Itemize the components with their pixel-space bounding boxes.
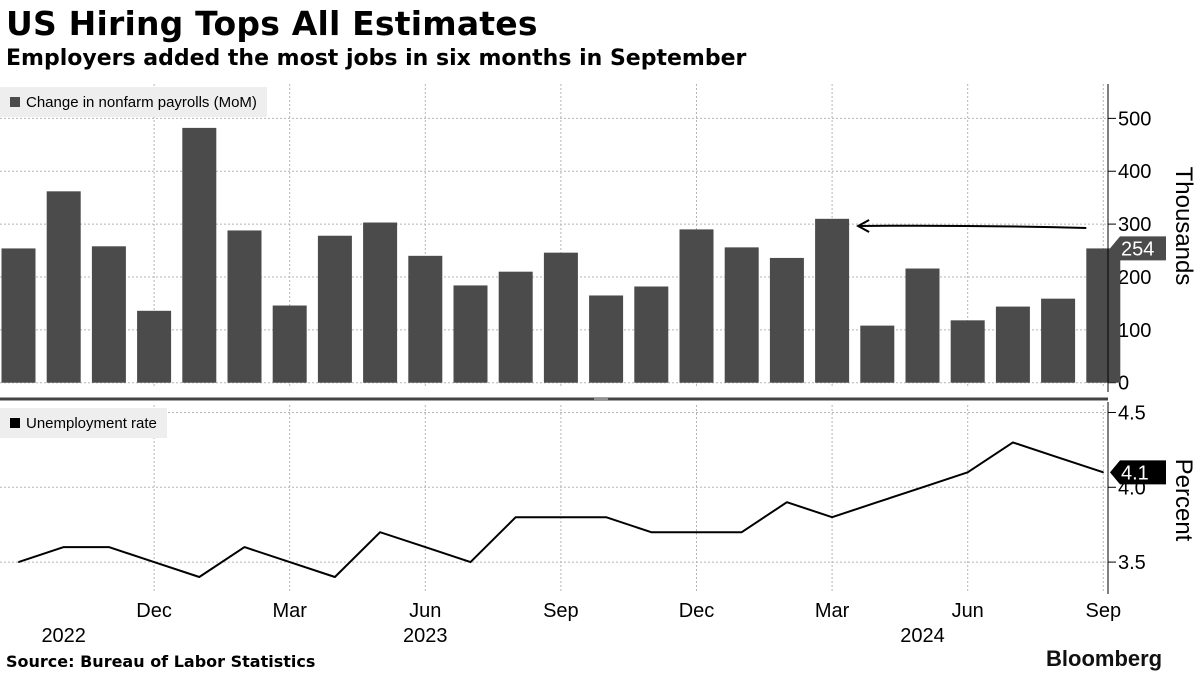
- bar-2022-10: [46, 191, 81, 383]
- bar-2023-12: [679, 229, 714, 383]
- legend-swatch-bar: [10, 97, 20, 107]
- bar-2022-11: [91, 246, 126, 383]
- xtick-label-0: Dec: [136, 600, 172, 622]
- bar-2022-12: [137, 310, 172, 383]
- unemployment-point-2023-02: [243, 546, 246, 548]
- unemployment-point-2024-02: [786, 501, 788, 503]
- bar-2024-09: [1086, 248, 1121, 383]
- unemployment-point-2024-06: [967, 471, 969, 473]
- ytick-label-top-1: 100: [1118, 320, 1151, 342]
- latest-label-payrolls: 254: [1121, 238, 1154, 260]
- bar-2023-05: [363, 222, 398, 383]
- unemployment-point-2024-09: [1102, 471, 1104, 473]
- latest-tag-payrolls: [1110, 236, 1166, 261]
- year-label-2024: 2024: [900, 625, 945, 647]
- ytick-label-top-2: 200: [1118, 267, 1151, 289]
- year-label-2022: 2022: [41, 625, 86, 647]
- bar-2023-07: [453, 285, 488, 383]
- bar-2023-02: [227, 230, 262, 383]
- unemployment-point-2024-08: [1057, 456, 1059, 458]
- unemployment-point-2023-10: [605, 516, 607, 518]
- legend-swatch-line: [10, 418, 20, 428]
- xtick-label-6: Jun: [952, 600, 984, 622]
- legend-unemployment-label: Unemployment rate: [26, 414, 157, 432]
- ytick-label-top-0: 0: [1118, 373, 1129, 395]
- unemployment-point-2022-10: [63, 546, 65, 548]
- xtick-label-1: Mar: [272, 600, 307, 622]
- xtick-label-2: Jun: [409, 600, 441, 622]
- unemployment-point-2024-05: [921, 486, 924, 488]
- unemployment-point-2023-07: [469, 561, 472, 563]
- bar-2023-11: [634, 286, 669, 383]
- unemployment-point-2023-08: [515, 516, 517, 518]
- source-note: Source: Bureau of Labor Statistics: [6, 652, 316, 671]
- unemployment-point-2023-09: [560, 516, 562, 518]
- arrow-annotation: [858, 224, 1087, 229]
- unemployment-point-2022-09: [17, 561, 20, 563]
- legend-payrolls-label: Change in nonfarm payrolls (MoM): [26, 93, 257, 111]
- unemployment-point-2024-04: [876, 501, 878, 503]
- year-label-2023: 2023: [403, 625, 448, 647]
- bar-2024-07: [995, 306, 1030, 383]
- unemployment-point-2023-01: [198, 576, 200, 578]
- bar-2024-03: [815, 218, 850, 383]
- bar-2023-08: [498, 271, 533, 383]
- bar-2023-01: [182, 127, 217, 383]
- arrow-head: [856, 219, 870, 233]
- legend-payrolls: Change in nonfarm payrolls (MoM): [0, 87, 267, 117]
- xtick-label-7: Sep: [1086, 600, 1122, 622]
- latest-label-unemployment: 4.1: [1121, 462, 1149, 484]
- ytick-label-bottom-0: 3.5: [1118, 552, 1146, 574]
- ytick-label-top-4: 400: [1118, 161, 1151, 183]
- unemployment-point-2023-04: [334, 576, 336, 578]
- xtick-label-4: Dec: [679, 600, 715, 622]
- unemployment-point-2024-01: [741, 531, 743, 533]
- unemployment-point-2023-05: [379, 531, 381, 533]
- bar-2024-08: [1041, 298, 1076, 383]
- unemployment-point-2023-11: [650, 531, 652, 533]
- ytick-label-top-3: 300: [1118, 214, 1151, 236]
- brand-logo: Bloomberg: [1046, 646, 1163, 671]
- unemployment-point-2024-03: [831, 516, 833, 518]
- unemployment-point-2023-12: [695, 531, 698, 533]
- unemployment-point-2022-11: [108, 546, 110, 548]
- bar-2024-04: [860, 325, 895, 383]
- unemployment-point-2024-07: [1012, 441, 1014, 443]
- unemployment-point-2023-03: [289, 561, 291, 563]
- xtick-label-3: Sep: [543, 600, 579, 622]
- chart-subtitle: Employers added the most jobs in six mon…: [6, 46, 747, 71]
- bar-2023-04: [317, 235, 352, 383]
- bar-2022-09: [1, 248, 36, 383]
- bar-2023-06: [408, 255, 443, 383]
- unemployment-point-2022-12: [153, 561, 155, 563]
- bar-2023-09: [543, 252, 578, 383]
- latest-tag-unemployment: [1110, 460, 1166, 485]
- ylabel-thousands: Thousands: [1170, 167, 1197, 286]
- bar-2024-02: [769, 257, 804, 383]
- ylabel-percent: Percent: [1170, 459, 1197, 542]
- xtick-label-5: Mar: [815, 600, 850, 622]
- bar-2024-01: [724, 247, 759, 383]
- chart-title: US Hiring Tops All Estimates: [6, 4, 538, 43]
- bar-2024-06: [950, 320, 985, 383]
- bar-2024-05: [905, 268, 940, 383]
- ytick-label-bottom-2: 4.5: [1118, 402, 1146, 424]
- ytick-label-top-5: 500: [1118, 108, 1151, 130]
- bar-2023-10: [589, 295, 624, 383]
- legend-unemployment: Unemployment rate: [0, 408, 167, 438]
- unemployment-point-2023-06: [424, 546, 426, 548]
- bar-2023-03: [272, 305, 307, 383]
